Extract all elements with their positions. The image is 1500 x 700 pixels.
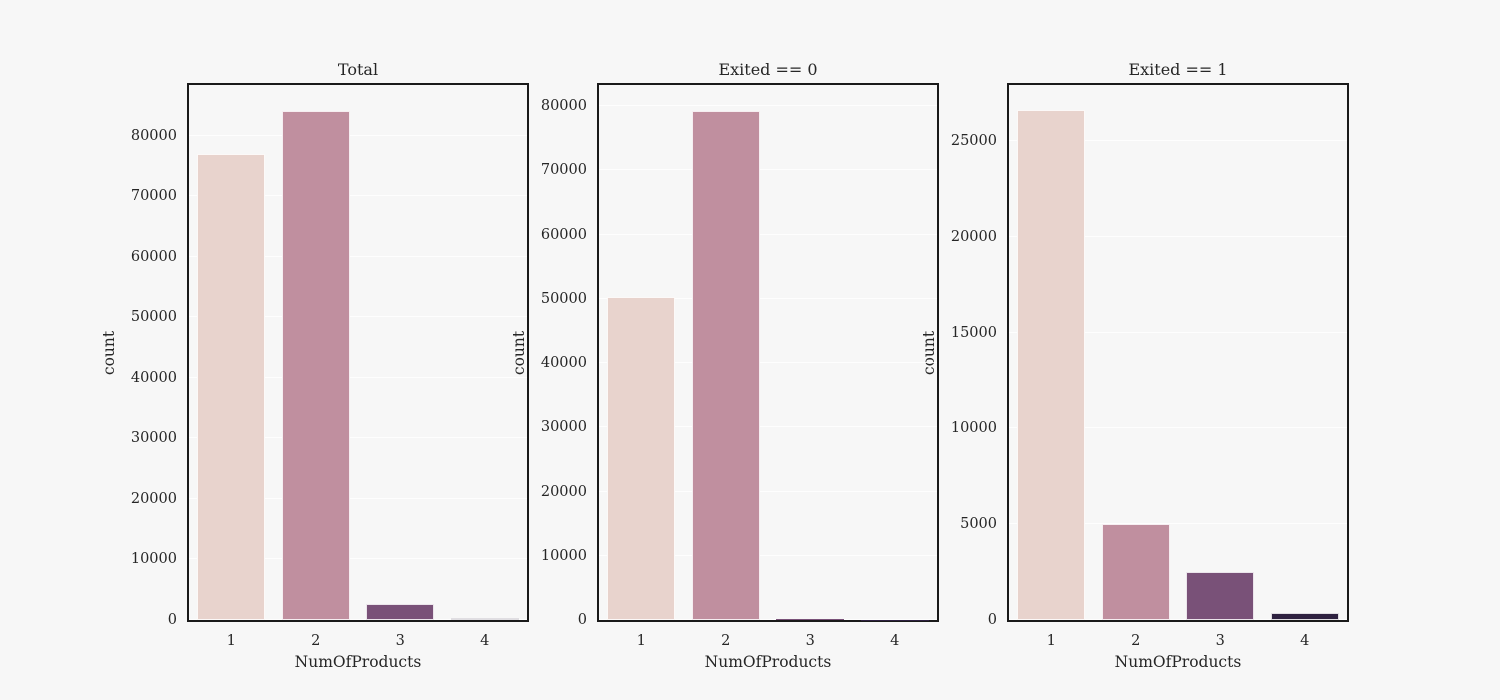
y-tick-label: 0 [167,612,177,628]
subplot-title: Total [337,60,379,79]
y-tick-label: 20000 [950,228,997,245]
bar-numofproducts-4 [450,617,519,620]
x-tick-label: 2 [721,633,731,649]
gridline [599,362,937,364]
bar-numofproducts-1 [607,296,676,620]
gridline [189,255,527,257]
y-tick-label: 20000 [540,483,587,500]
x-axis-label: NumOfProducts [704,653,832,671]
y-tick-label: 10000 [130,551,177,568]
gridline [599,297,937,299]
plot-area [1007,83,1349,622]
y-tick-label: 0 [577,612,587,628]
gridline [1009,331,1347,333]
y-tick-label: 50000 [540,290,587,307]
gridline [189,558,527,560]
gridline [1009,523,1347,525]
y-tick-label: 10000 [950,420,997,437]
plot-area [187,83,529,622]
y-axis-label: count [100,330,118,375]
bar-numofproducts-2 [281,110,350,620]
gridline [189,497,527,499]
x-tick-label: 3 [395,633,405,649]
bar-numofproducts-1 [197,154,266,620]
bar-numofproducts-3 [1186,572,1255,620]
y-tick-label: 30000 [130,430,177,447]
y-tick-label: 60000 [130,248,177,265]
y-tick-label: 80000 [540,98,587,115]
bar-numofproducts-1 [1017,110,1086,620]
x-tick-label: 2 [1131,633,1141,649]
bar-numofproducts-3 [366,603,435,620]
gridline [189,619,527,620]
x-tick-label: 2 [311,633,321,649]
gridline [1009,619,1347,620]
gridline [189,316,527,318]
gridline [599,233,937,235]
bar-numofproducts-2 [1101,524,1170,620]
gridline [599,169,937,171]
gridline [599,554,937,556]
x-tick-label: 4 [480,633,490,649]
y-tick-label: 80000 [130,127,177,144]
y-tick-label: 30000 [540,419,587,436]
bar-numofproducts-3 [776,619,845,620]
gridline [1009,140,1347,142]
gridline [599,105,937,107]
x-tick-label: 1 [1046,633,1056,649]
bar-numofproducts-2 [691,110,760,620]
subplot-title: Exited == 0 [718,60,818,79]
y-tick-label: 70000 [130,188,177,205]
gridline [189,134,527,136]
x-tick-label: 1 [636,633,646,649]
x-axis-label: NumOfProducts [294,653,422,671]
y-tick-label: 25000 [950,133,997,150]
y-axis-label: count [510,330,528,375]
gridline [599,426,937,428]
bar-numofproducts-4 [1270,613,1339,620]
x-tick-label: 3 [805,633,815,649]
y-tick-label: 40000 [130,369,177,386]
gridline [1009,235,1347,237]
y-tick-label: 60000 [540,226,587,243]
gridline [189,195,527,197]
x-axis-label: NumOfProducts [1114,653,1242,671]
y-tick-label: 40000 [540,355,587,372]
y-tick-label: 0 [987,612,997,628]
x-tick-label: 3 [1215,633,1225,649]
gridline [1009,427,1347,429]
x-tick-label: 4 [890,633,900,649]
x-tick-label: 1 [226,633,236,649]
x-tick-label: 4 [1300,633,1310,649]
y-tick-label: 5000 [960,516,997,533]
plot-area [597,83,939,622]
y-axis-label: count [920,330,938,375]
y-tick-label: 20000 [130,490,177,507]
subplot-title: Exited == 1 [1128,60,1228,79]
y-tick-label: 70000 [540,162,587,179]
y-tick-label: 15000 [950,324,997,341]
gridline [599,490,937,492]
y-tick-label: 10000 [540,547,587,564]
gridline [189,376,527,378]
gridline [189,437,527,439]
y-tick-label: 50000 [130,309,177,326]
gridline [599,619,937,620]
